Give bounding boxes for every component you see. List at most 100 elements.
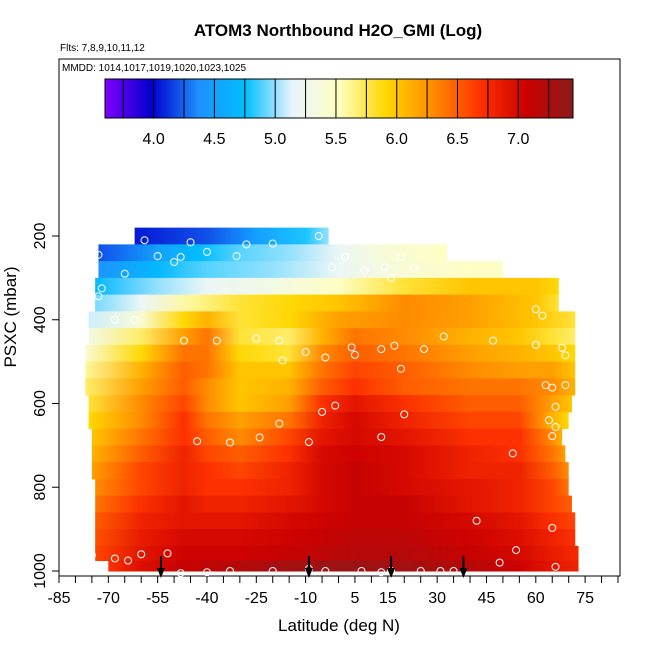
observation-marker [140, 236, 149, 245]
observation-marker [377, 345, 386, 354]
observation-marker [137, 550, 146, 559]
observation-marker [531, 340, 540, 349]
x-tick-label: -55 [146, 590, 169, 607]
dates-subtitle: MMDD: 1014,1017,1019,1020,1023,1025 [62, 63, 246, 74]
observation-marker [255, 433, 264, 442]
observation-marker [561, 381, 570, 390]
observation-marker [439, 332, 448, 341]
observation-marker [97, 284, 106, 293]
colorbar-tick-label: 4.5 [203, 131, 225, 148]
observation-marker [419, 345, 428, 354]
observation-marker [130, 315, 139, 324]
observation-marker [318, 407, 327, 416]
heatmap-layer [134, 227, 329, 245]
observation-marker [232, 252, 241, 261]
observation-marker [548, 383, 557, 392]
observation-marker [416, 567, 425, 575]
observation-marker [153, 252, 162, 261]
observation-marker [242, 240, 251, 249]
observation-marker [268, 567, 277, 575]
heatmap-layer [108, 560, 579, 572]
observation-marker [124, 556, 133, 565]
observation-markers [87, 232, 570, 578]
chart-title: ATOM3 Northbound H2O_GMI (Log) [194, 21, 482, 40]
observation-marker [186, 238, 195, 247]
flights-subtitle: Flts: 7,8,9,10,11,12 [60, 43, 145, 54]
heatmap-layer [88, 311, 576, 329]
heatmap-layer [91, 462, 569, 480]
observation-marker [377, 433, 386, 441]
observation-marker [538, 311, 547, 320]
colorbar-gradient [104, 78, 574, 119]
x-tick-label: 15 [379, 590, 397, 607]
observation-marker [551, 422, 560, 431]
observation-marker [314, 232, 323, 240]
observation-marker [275, 419, 284, 428]
observation-marker [558, 343, 567, 352]
observation-marker [278, 356, 287, 365]
flight-arrows [156, 556, 468, 578]
colorbar-tick-label: 5.5 [325, 131, 347, 148]
observation-marker [350, 350, 359, 359]
y-tick-label: 400 [32, 306, 49, 333]
x-tick-label: -25 [245, 590, 268, 607]
heatmap-layer [85, 361, 576, 379]
heatmap-layer [88, 395, 572, 413]
observation-marker [331, 401, 340, 410]
observation-marker [170, 257, 179, 266]
observation-marker [390, 341, 399, 350]
observation-marker [202, 247, 211, 256]
colorbar: 4.0 4.5 5.0 5.5 6.0 6.5 7.0 [104, 78, 574, 148]
x-axis: -85 -70 -55 -40 -25 -10 5 15 30 45 60 75 [47, 576, 619, 607]
observation-marker [551, 562, 560, 571]
observation-marker [275, 336, 284, 345]
heatmap-layer [88, 328, 576, 346]
observation-marker [347, 343, 356, 352]
observation-marker [400, 410, 409, 419]
heatmap-layer [95, 495, 572, 513]
observation-marker [380, 263, 389, 272]
observation-marker [176, 252, 185, 261]
colorbar-tick-label: 5.0 [264, 131, 286, 148]
heatmap-layer [88, 411, 569, 430]
observation-marker [548, 523, 557, 532]
observation-marker [544, 416, 553, 425]
observation-marker [163, 549, 172, 558]
observation-marker [341, 252, 350, 261]
x-tick-label: -70 [97, 590, 120, 607]
x-tick-label: 30 [428, 590, 446, 607]
observation-marker [321, 353, 330, 362]
observation-marker [120, 269, 129, 278]
y-tick-label: 800 [32, 474, 49, 501]
observation-marker [225, 567, 234, 575]
observation-marker [225, 438, 234, 447]
observation-marker [179, 336, 188, 345]
heatmap [85, 227, 579, 572]
flight-arrow [304, 556, 313, 578]
x-tick-label: -40 [195, 590, 218, 607]
observation-marker [436, 567, 445, 575]
heatmap-layer [98, 261, 503, 279]
observation-marker [212, 336, 221, 345]
observation-marker [202, 568, 211, 577]
observation-marker [268, 239, 277, 248]
colorbar-tick-label: 7.0 [507, 131, 529, 148]
heatmap-layer [91, 428, 563, 446]
y-tick-label: 600 [32, 390, 49, 417]
x-tick-label: 60 [527, 590, 545, 607]
observation-marker [449, 567, 458, 575]
heatmap-layer [85, 344, 576, 363]
observation-marker [387, 273, 396, 282]
observation-marker [110, 315, 119, 324]
observation-marker [110, 554, 119, 563]
observation-marker [87, 551, 96, 560]
x-tick-label: 45 [478, 590, 496, 607]
colorbar-tick-label: 4.0 [142, 131, 164, 148]
y-tick-label: 200 [32, 223, 49, 250]
colorbar-tick-label: 6.0 [386, 131, 408, 148]
observation-marker [489, 336, 498, 345]
y-tick-label: 1000 [32, 553, 49, 589]
heatmap-layer [95, 545, 579, 562]
observation-marker [327, 263, 336, 272]
